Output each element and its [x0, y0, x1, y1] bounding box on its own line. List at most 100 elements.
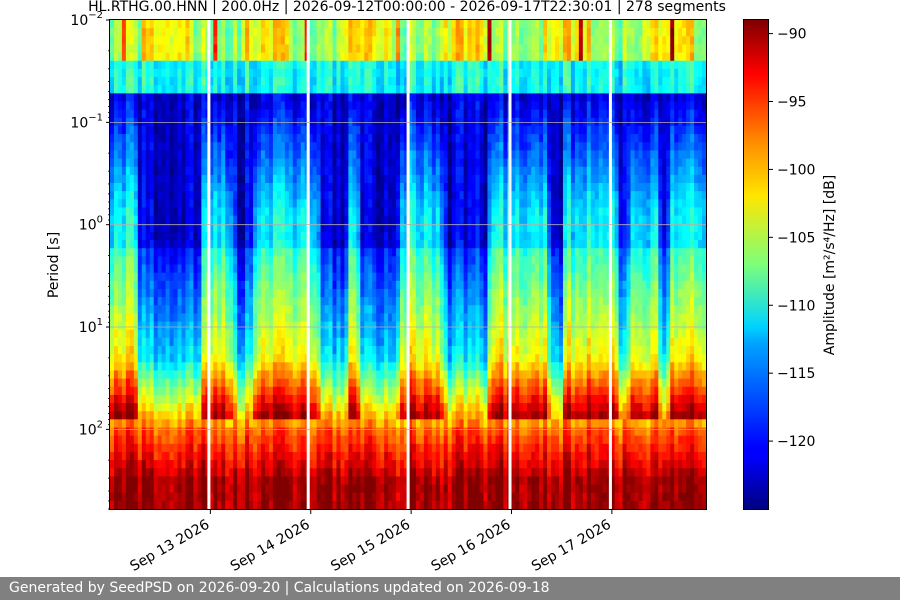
heatmap-cell [249, 134, 254, 143]
heatmap-cell [145, 231, 151, 241]
heatmap-cell [380, 346, 385, 355]
heatmap-cell [404, 386, 409, 396]
heatmap-cell [161, 297, 167, 306]
heatmap-cell [125, 288, 131, 298]
heatmap-cell [260, 476, 266, 486]
heatmap-cell [217, 207, 222, 217]
heatmap-cell [185, 101, 191, 111]
heatmap-cell [419, 329, 425, 339]
heatmap-cell [427, 297, 433, 306]
heatmap-cell [276, 362, 282, 372]
heatmap-cell [431, 329, 437, 339]
heatmap-cell [189, 207, 195, 217]
heatmap-cell [133, 60, 139, 70]
heatmap-cell [344, 223, 349, 233]
heatmap-cell [193, 93, 199, 103]
heatmap-cell [260, 394, 266, 404]
heatmap-cell [145, 419, 151, 429]
heatmap-cell [411, 288, 417, 298]
heatmap-cell [221, 411, 226, 420]
heatmap-cell [197, 411, 202, 420]
heatmap-cell [129, 264, 135, 274]
heatmap-cell [276, 68, 282, 78]
heatmap-cell [193, 354, 199, 363]
heatmap-cell [360, 484, 365, 494]
heatmap-cell [336, 36, 342, 46]
heatmap-cell [427, 370, 433, 380]
heatmap-cell [213, 68, 218, 78]
heatmap-cell [225, 60, 230, 70]
heatmap-cell [264, 77, 270, 86]
heatmap-cell [125, 240, 131, 249]
heatmap-cell [435, 468, 441, 477]
heatmap-cell [253, 354, 258, 363]
heatmap-cell [189, 60, 195, 70]
heatmap-cell [213, 150, 218, 160]
heatmap-cell [423, 321, 429, 331]
heatmap-cell [296, 166, 302, 176]
heatmap-cell [113, 256, 119, 266]
heatmap-cell [110, 125, 115, 135]
heatmap-cell [372, 370, 377, 380]
heatmap-cell [161, 125, 167, 135]
heatmap-cell [221, 191, 226, 200]
heatmap-cell [431, 93, 437, 103]
heatmap-cell [324, 191, 330, 200]
heatmap-cell [368, 378, 373, 388]
heatmap-cell [384, 476, 389, 486]
heatmap-cell [380, 394, 385, 404]
heatmap-cell [169, 443, 175, 453]
heatmap-cell [348, 166, 353, 176]
heatmap-cell [431, 166, 437, 176]
heatmap-cell [117, 394, 123, 404]
heatmap-cell [376, 468, 381, 477]
heatmap-cell [408, 52, 413, 62]
heatmap-cell [280, 288, 286, 298]
heatmap-cell [300, 150, 306, 160]
heatmap-cell [173, 52, 179, 62]
heatmap-cell [276, 248, 282, 257]
heatmap-cell [141, 240, 147, 249]
heatmap-cell [404, 492, 409, 502]
heatmap-cell [161, 28, 167, 37]
heatmap-cell [320, 183, 326, 192]
heatmap-cell [340, 68, 346, 78]
heatmap-cell [153, 223, 159, 233]
heatmap-cell [213, 256, 218, 266]
heatmap-cell [292, 484, 298, 494]
heatmap-cell [380, 500, 385, 510]
heatmap-cell [185, 346, 191, 355]
heatmap-cell [129, 240, 135, 249]
heatmap-cell [376, 215, 381, 225]
heatmap-cell [324, 378, 330, 388]
heatmap-cell [193, 20, 199, 29]
heatmap-cell [380, 362, 385, 372]
heatmap-cell [288, 52, 294, 62]
heatmap-cell [209, 109, 214, 119]
heatmap-cell [356, 321, 361, 331]
heatmap-cell [380, 142, 385, 151]
heatmap-cell [133, 476, 139, 486]
heatmap-cell [272, 435, 278, 445]
heatmap-cell [268, 427, 274, 437]
heatmap-cell [396, 85, 401, 94]
heatmap-cell [189, 125, 195, 135]
heatmap-cell [292, 435, 298, 445]
heatmap-cell [384, 223, 389, 233]
heatmap-cell [165, 500, 171, 510]
heatmap-cell [356, 223, 361, 233]
heatmap-cell [141, 321, 147, 331]
heatmap-cell [217, 394, 222, 404]
heatmap-cell [276, 346, 282, 355]
heatmap-cell [356, 166, 361, 176]
heatmap-cell [308, 101, 314, 111]
heatmap-cell [157, 329, 163, 339]
heatmap-cell [312, 77, 318, 86]
heatmap-cell [340, 134, 346, 143]
heatmap-cell [268, 36, 274, 46]
heatmap-cell [411, 125, 417, 135]
heatmap-cell [427, 101, 433, 111]
heatmap-cell [161, 500, 167, 510]
heatmap-cell [110, 476, 115, 486]
heatmap-cell [253, 166, 258, 176]
